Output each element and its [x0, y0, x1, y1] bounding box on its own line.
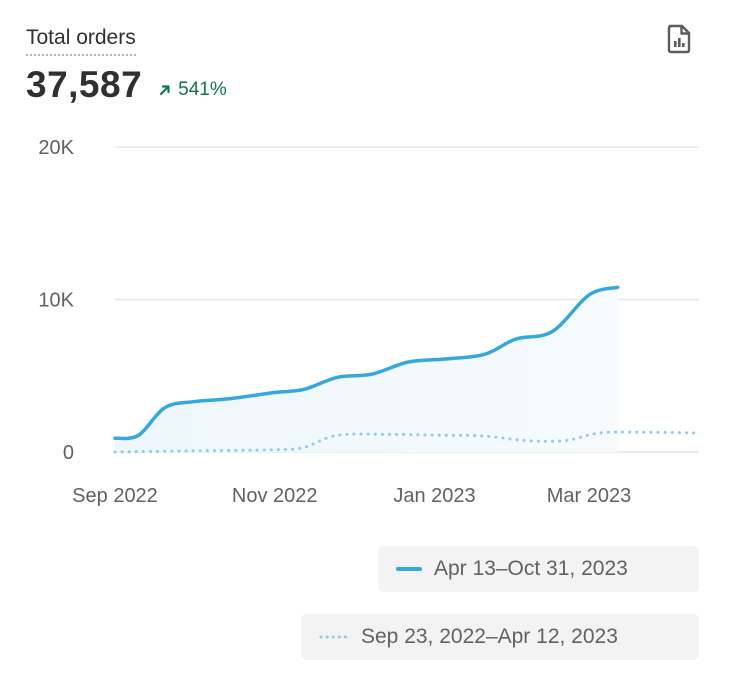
legend-item-current[interactable]: Apr 13–Oct 31, 2023 — [378, 546, 699, 592]
previous-series-line — [113, 430, 701, 454]
metric-title[interactable]: Total orders — [26, 26, 136, 56]
x-tick-label-2: Jan 2023 — [393, 485, 475, 507]
report-file-icon — [667, 24, 691, 54]
legend-label-previous: Sep 23, 2022–Apr 12, 2023 — [361, 625, 618, 648]
delta-badge: 541% — [158, 79, 227, 101]
x-tick-label-0: Sep 2022 — [72, 485, 158, 507]
current-series-line — [113, 285, 620, 441]
x-tick-label-1: Nov 2022 — [232, 485, 318, 507]
delta-value: 541% — [178, 79, 227, 100]
solid-line-swatch — [396, 567, 422, 571]
metric-value: 37,587 — [26, 64, 143, 105]
orders-line-chart: 0 10K 20K Sep 2022 Nov 2022 Jan 2023 Mar 2023 — [38, 137, 701, 507]
x-tick-label-3: Mar 2023 — [547, 485, 632, 507]
arrow-up-right-icon — [160, 85, 170, 96]
legend-label-current: Apr 13–Oct 31, 2023 — [434, 557, 628, 580]
legend-item-previous[interactable]: Sep 23, 2022–Apr 12, 2023 — [301, 614, 699, 660]
export-report-button[interactable] — [664, 22, 694, 56]
metric-value-row: 37,587 541% — [26, 64, 227, 106]
y-tick-label-0: 0 — [63, 442, 74, 464]
current-series-area — [115, 287, 618, 452]
y-tick-label-2: 20K — [38, 137, 74, 159]
y-tick-label-1: 10K — [38, 290, 74, 312]
dotted-line-swatch — [319, 635, 349, 639]
